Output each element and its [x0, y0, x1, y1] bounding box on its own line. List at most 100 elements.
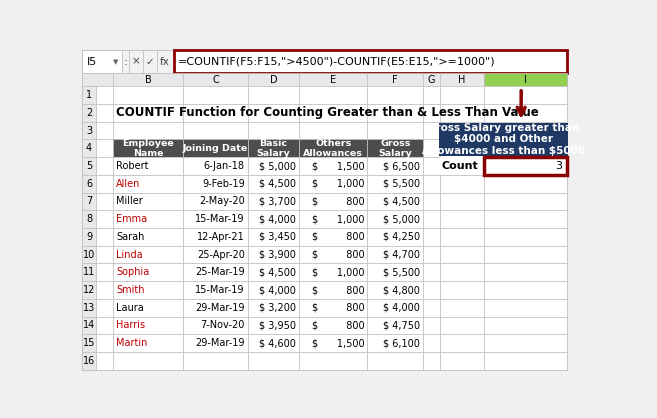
Bar	[299, 175, 367, 193]
Bar	[248, 316, 299, 334]
Bar	[484, 352, 566, 370]
Bar	[113, 281, 183, 299]
Bar	[367, 175, 423, 193]
Bar	[299, 334, 367, 352]
Text: ▼: ▼	[113, 59, 118, 65]
Text: $ 6,100: $ 6,100	[383, 338, 420, 348]
Text: 6: 6	[86, 179, 92, 189]
Bar	[156, 50, 173, 73]
Bar	[299, 104, 367, 122]
Bar	[82, 193, 96, 210]
Bar	[113, 228, 183, 246]
Bar	[183, 157, 248, 175]
Text: 4: 4	[86, 143, 92, 153]
Bar	[423, 193, 440, 210]
Bar	[440, 87, 484, 104]
Text: $ 4,600: $ 4,600	[259, 338, 296, 348]
Bar	[423, 175, 440, 193]
Bar	[96, 334, 113, 352]
Bar	[82, 50, 122, 73]
Text: Laura: Laura	[116, 303, 144, 313]
Bar	[248, 263, 299, 281]
Bar	[484, 263, 566, 281]
Bar	[122, 50, 129, 73]
Bar	[183, 299, 248, 316]
Text: 12-Apr-21: 12-Apr-21	[197, 232, 245, 242]
Bar	[423, 104, 440, 122]
Bar	[248, 175, 299, 193]
Bar	[96, 246, 113, 263]
Bar	[299, 73, 367, 87]
Bar	[440, 334, 484, 352]
Bar	[299, 193, 367, 210]
Bar	[113, 352, 183, 370]
Bar	[113, 299, 183, 316]
Bar	[299, 263, 367, 281]
Bar	[484, 228, 566, 246]
Bar	[367, 140, 423, 157]
Bar	[248, 157, 299, 175]
Text: $      1,000: $ 1,000	[311, 214, 364, 224]
Bar	[143, 50, 156, 73]
Bar	[96, 299, 113, 316]
Bar	[96, 281, 113, 299]
Bar	[440, 122, 484, 140]
Text: $ 5,000: $ 5,000	[383, 214, 420, 224]
Bar	[440, 281, 484, 299]
Text: :: :	[124, 57, 127, 67]
Text: 14: 14	[83, 321, 95, 331]
Bar	[183, 334, 248, 352]
Text: 8: 8	[86, 214, 92, 224]
Bar	[113, 263, 183, 281]
Bar	[440, 352, 484, 370]
Bar	[484, 193, 566, 210]
Bar	[113, 157, 183, 175]
Text: $ 4,500: $ 4,500	[383, 196, 420, 206]
Bar	[423, 281, 440, 299]
Text: $         800: $ 800	[311, 303, 364, 313]
Text: $         800: $ 800	[311, 196, 364, 206]
Bar	[113, 263, 183, 281]
Text: $ 4,000: $ 4,000	[259, 285, 296, 295]
Text: 9-Feb-19: 9-Feb-19	[202, 179, 245, 189]
Bar	[183, 281, 248, 299]
Text: ✓: ✓	[145, 57, 154, 67]
Text: $ 4,800: $ 4,800	[383, 285, 420, 295]
Bar	[367, 316, 423, 334]
Bar	[248, 299, 299, 316]
Bar	[484, 157, 566, 175]
Bar	[423, 87, 440, 104]
Bar	[113, 210, 183, 228]
Bar	[367, 175, 423, 193]
Bar	[439, 123, 568, 155]
Bar	[129, 50, 143, 73]
Text: $ 3,700: $ 3,700	[259, 196, 296, 206]
Bar	[183, 193, 248, 210]
Text: Gross Salary greater than
$4000 and Other
Allowances less than $5000: Gross Salary greater than $4000 and Othe…	[422, 123, 585, 156]
Bar	[113, 140, 183, 157]
Text: Basic
Salary: Basic Salary	[257, 139, 290, 158]
Bar	[248, 281, 299, 299]
Bar	[113, 281, 183, 299]
Bar	[440, 104, 484, 122]
Bar	[484, 246, 566, 263]
Bar	[367, 73, 423, 87]
Bar	[248, 299, 299, 316]
Bar	[299, 210, 367, 228]
Bar	[484, 104, 566, 122]
Bar	[299, 87, 367, 104]
Bar	[113, 193, 183, 210]
Bar	[248, 334, 299, 352]
Bar	[113, 122, 183, 140]
Bar	[367, 263, 423, 281]
Bar	[183, 210, 248, 228]
Bar	[173, 50, 566, 73]
Bar	[248, 140, 299, 157]
Bar	[183, 263, 248, 281]
Bar	[423, 299, 440, 316]
Text: $ 5,500: $ 5,500	[383, 267, 420, 277]
Bar	[248, 73, 299, 87]
Bar	[440, 157, 484, 175]
Bar	[440, 210, 484, 228]
Bar	[82, 73, 113, 87]
